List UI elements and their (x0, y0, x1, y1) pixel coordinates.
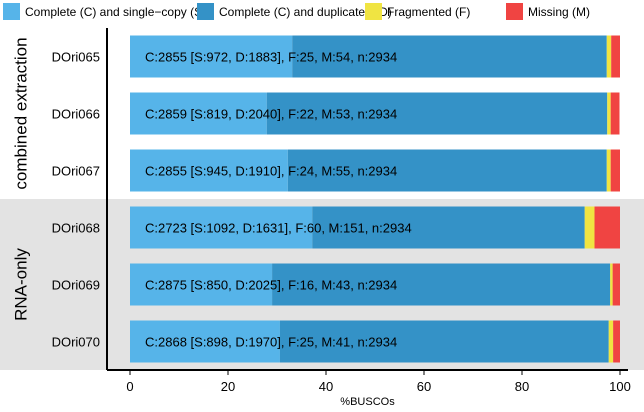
legend-swatch-f (365, 3, 382, 20)
legend-swatch-s (3, 3, 20, 20)
bar-segment-d (312, 206, 585, 249)
bar-label: C:2868 [S:898, D:1970], F:25, M:41, n:29… (145, 335, 397, 350)
x-tick-label: 80 (515, 379, 529, 394)
bar-segment-m (611, 35, 620, 78)
bar-label: C:2855 [S:945, D:1910], F:24, M:55, n:29… (145, 164, 397, 179)
legend-label-m: Missing (M) (528, 5, 590, 19)
legend-label-f: Fragmented (F) (387, 5, 470, 19)
bar-segment-m (594, 206, 620, 249)
legend-swatch-d (197, 3, 214, 20)
bar-segment-s (130, 263, 273, 306)
bar-segment-s (130, 35, 293, 78)
x-tick-label: 100 (609, 379, 631, 394)
x-tick-label: 40 (319, 379, 333, 394)
bar-segment-d (279, 320, 609, 363)
bar-label: C:2875 [S:850, D:2025], F:16, M:43, n:29… (145, 278, 397, 293)
legend-swatch-m (506, 3, 523, 20)
bar-segment-f (606, 149, 611, 192)
x-tick-label: 60 (417, 379, 431, 394)
legend-label-d: Complete (C) and duplicated (D) (219, 5, 392, 19)
bar-label: C:2723 [S:1092, D:1631], F:60, M:151, n:… (145, 221, 412, 236)
bar-segment-s (130, 206, 313, 249)
bar-segment-m (613, 320, 620, 363)
bar-segment-f (610, 263, 613, 306)
bar-segment-f (607, 92, 611, 135)
bar-segment-m (612, 263, 620, 306)
category-label: DOri067 (52, 164, 100, 179)
category-label: DOri066 (52, 107, 100, 122)
group-label: combined extraction (11, 37, 30, 189)
x-axis-title: %BUSCOs (340, 396, 395, 408)
bar-segment-d (272, 263, 611, 306)
bar-segment-s (130, 149, 288, 192)
category-label: DOri070 (52, 335, 100, 350)
legend-label-s: Complete (C) and single−copy (S) (25, 5, 206, 19)
bar-segment-d (292, 35, 607, 78)
bar-label: C:2855 [S:972, D:1883], F:25, M:54, n:29… (145, 50, 397, 65)
group-label: RNA-only (11, 248, 30, 321)
x-tick-label: 20 (221, 379, 235, 394)
bar-segment-d (266, 92, 608, 135)
bar-segment-f (584, 206, 595, 249)
x-tick-label: 0 (126, 379, 133, 394)
bar-segment-f (608, 320, 614, 363)
bar-segment-m (610, 149, 620, 192)
category-label: DOri068 (52, 221, 100, 236)
bar-segment-m (610, 92, 620, 135)
bar-segment-f (606, 35, 612, 78)
bar-segment-s (130, 92, 267, 135)
bar-segment-s (130, 320, 280, 363)
category-label: DOri065 (52, 50, 100, 65)
category-label: DOri069 (52, 278, 100, 293)
bar-segment-d (287, 149, 607, 192)
bar-label: C:2859 [S:819, D:2040], F:22, M:53, n:29… (145, 107, 397, 122)
